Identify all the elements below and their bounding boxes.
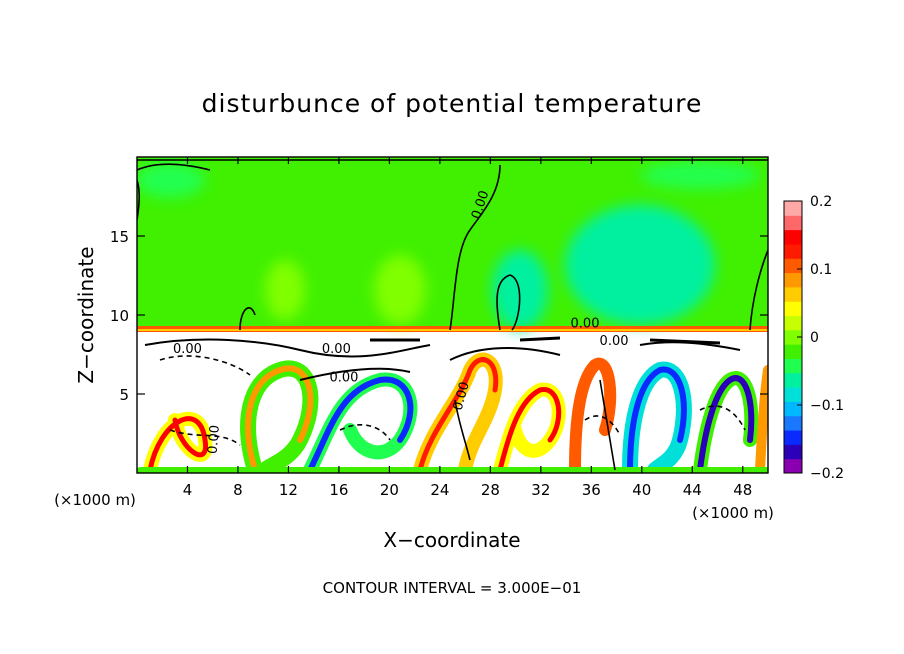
colorbar: 0.2 0.1 0 −0.1 −0.2 [783,194,844,482]
colorbar-swatch [784,286,802,302]
boundary-layer-band [137,326,768,332]
x-axis-ticks: 4 8 12 16 20 24 28 32 36 40 44 48 [183,157,752,499]
x-unit-right: (×1000 m) [692,504,774,522]
contour-value-label: 0.00 [600,334,629,349]
colorbar-swatch [784,272,802,288]
colorbar-swatch [784,372,802,388]
contour-value-label: 0.00 [451,380,473,412]
y-axis-ticks: 5 10 15 [110,228,768,404]
colorbar-swatch [784,430,802,445]
colorbar-tick-label: 0.1 [810,262,832,278]
x-tick-label: 44 [683,481,702,499]
contour-value-label: 0.00 [173,342,202,357]
colorbar-swatch [784,401,802,417]
colorbar-swatch [784,358,802,374]
colorbar-swatch [784,258,802,274]
colorbar-swatch [784,201,802,216]
x-tick-label: 4 [183,481,193,499]
x-tick-label: 32 [531,481,550,499]
x-tick-label: 48 [733,481,752,499]
y-axis-label: Z−coordinate [74,246,98,383]
x-tick-label: 20 [380,481,399,499]
y-tick-label: 10 [110,307,129,325]
x-tick-label: 40 [632,481,651,499]
x-tick-label: 8 [233,481,243,499]
lower-turbulent-field [137,352,768,473]
colorbar-swatch [784,329,802,345]
x-axis-label: X−coordinate [383,528,520,552]
colorbar-swatch [784,458,802,474]
contour-value-label: 0.00 [322,342,351,357]
contour-interval-note: CONTOUR INTERVAL = 3.000E−01 [323,579,582,597]
x-unit-left: (×1000 m) [54,491,136,509]
colorbar-swatch [784,387,802,402]
chart-title: disturbunce of potential temperature [202,89,703,118]
y-tick-label: 5 [119,386,129,404]
colorbar-swatch [784,415,802,431]
x-tick-label: 36 [582,481,601,499]
colorbar-tick-label: 0.2 [810,194,832,210]
colorbar-tick-label: 0 [810,330,819,346]
colorbar-tick-label: −0.2 [810,466,844,482]
contour-lines [137,159,768,471]
x-tick-label: 12 [279,481,298,499]
y-tick-label: 15 [110,228,129,246]
colorbar-swatch [784,344,802,359]
colorbar-swatch [784,301,802,317]
contour-value-label: 0.00 [329,370,358,385]
contour-value-label: 0.00 [571,317,600,332]
colorbar-swatch [784,315,802,331]
x-tick-label: 28 [481,481,500,499]
colorbar-swatch [784,444,802,460]
colorbar-swatch [784,215,802,231]
colorbar-swatch [784,243,802,259]
plot-area: 0.000.000.00 0.000.000.000.000.00 [137,157,768,473]
contour-value-label: 0.00 [206,424,223,454]
upper-field-anomalies [137,161,760,330]
x-tick-label: 16 [329,481,348,499]
x-tick-label: 24 [430,481,449,499]
colorbar-swatch [784,229,802,245]
colorbar-tick-label: −0.1 [810,398,844,414]
